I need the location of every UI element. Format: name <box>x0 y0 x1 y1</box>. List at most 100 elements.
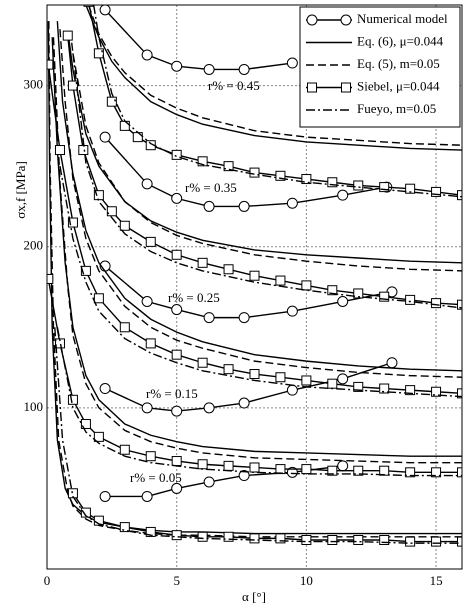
legend-marker <box>340 14 352 26</box>
marker <box>301 375 312 386</box>
marker <box>301 464 312 475</box>
x-tick-label: 15 <box>430 573 443 588</box>
marker <box>286 57 298 69</box>
marker <box>203 200 215 212</box>
marker <box>78 145 89 156</box>
marker <box>286 384 298 396</box>
marker <box>47 59 54 70</box>
marker <box>431 467 442 478</box>
marker <box>141 402 153 414</box>
series-line <box>92 5 462 198</box>
legend-marker <box>307 82 317 93</box>
marker <box>353 288 364 299</box>
marker <box>353 534 364 545</box>
marker <box>457 536 462 547</box>
marker <box>197 531 208 542</box>
marker <box>106 96 117 107</box>
marker <box>223 460 234 471</box>
marker <box>54 145 65 156</box>
marker <box>203 476 215 488</box>
marker <box>197 156 208 167</box>
y-tick-label: 200 <box>24 238 44 253</box>
marker <box>171 60 183 72</box>
marker <box>99 383 111 395</box>
marker <box>145 451 156 462</box>
marker <box>106 206 117 217</box>
marker <box>99 490 111 502</box>
marker <box>223 364 234 375</box>
marker <box>337 296 349 308</box>
legend-label: Eq. (6), μ=0.044 <box>357 33 444 48</box>
marker <box>67 217 78 228</box>
marker <box>275 170 286 181</box>
marker <box>99 131 111 143</box>
marker <box>145 338 156 349</box>
marker <box>286 197 298 209</box>
marker <box>119 522 130 533</box>
marker <box>301 174 312 185</box>
series-line <box>72 53 462 309</box>
marker <box>223 264 234 275</box>
marker <box>171 304 183 316</box>
marker <box>286 466 298 478</box>
legend-label: Numerical model <box>357 11 448 26</box>
marker <box>327 465 338 476</box>
marker <box>286 305 298 317</box>
marker <box>405 294 416 305</box>
marker <box>67 80 78 91</box>
marker <box>67 488 78 499</box>
legend-label: Eq. (5), m=0.05 <box>357 56 440 71</box>
marker <box>141 178 153 190</box>
marker <box>405 467 416 478</box>
marker <box>67 394 78 405</box>
legend-marker <box>306 14 318 26</box>
marker <box>93 48 104 59</box>
marker <box>431 298 442 309</box>
marker <box>431 536 442 547</box>
marker <box>379 182 390 193</box>
marker <box>301 280 312 291</box>
marker <box>457 299 462 310</box>
marker <box>203 63 215 75</box>
series-line <box>59 166 462 398</box>
marker <box>405 385 416 396</box>
marker <box>145 526 156 537</box>
marker <box>327 177 338 188</box>
marker <box>337 460 349 472</box>
marker <box>62 30 73 41</box>
marker <box>83 5 94 7</box>
marker <box>197 257 208 268</box>
legend-box <box>299 6 461 128</box>
marker <box>80 418 91 429</box>
legend-label: Fueyo, m=0.05 <box>357 101 436 116</box>
marker <box>327 285 338 296</box>
marker <box>80 265 91 276</box>
marker <box>249 167 260 178</box>
legend-marker <box>341 82 351 93</box>
marker <box>405 183 416 194</box>
marker <box>132 132 143 143</box>
marker <box>93 293 104 304</box>
marker <box>275 533 286 544</box>
marker <box>353 381 364 392</box>
series-line <box>87 5 462 146</box>
marker <box>238 397 250 409</box>
y-tick-label: 300 <box>24 77 44 92</box>
y-axis-label: σx,f [MPa] <box>13 161 28 219</box>
marker <box>379 383 390 394</box>
marker <box>379 291 390 302</box>
marker <box>249 270 260 281</box>
x-tick-label: 5 <box>173 573 180 588</box>
marker <box>171 349 182 360</box>
legend-label: Siebel, μ=0.044 <box>357 78 440 93</box>
marker <box>171 249 182 260</box>
x-tick-label: 10 <box>300 573 313 588</box>
marker <box>249 369 260 380</box>
marker <box>54 338 65 349</box>
marker <box>80 507 91 518</box>
marker <box>119 120 130 131</box>
y-tick-label: 100 <box>24 399 44 414</box>
marker <box>171 192 183 204</box>
marker <box>301 534 312 545</box>
